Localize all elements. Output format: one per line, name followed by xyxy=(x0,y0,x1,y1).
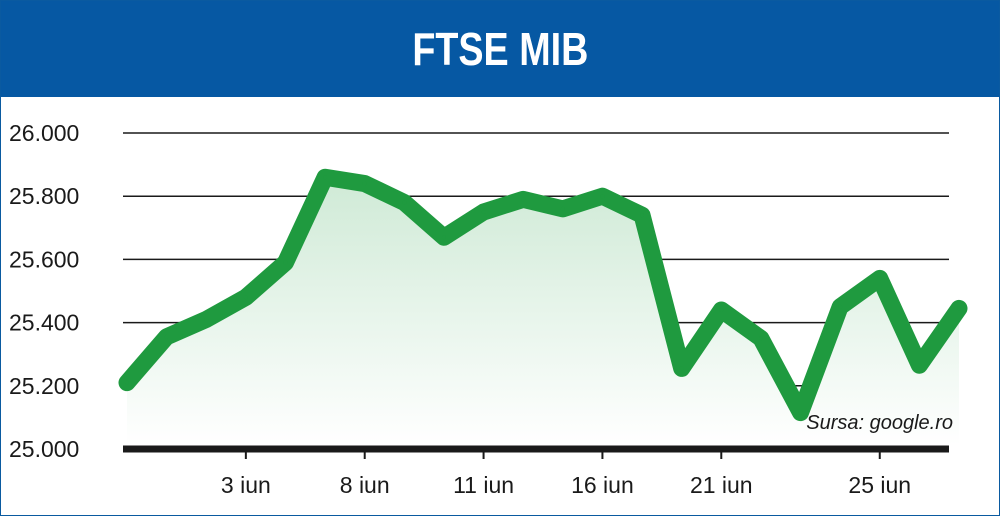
data-point xyxy=(204,317,209,322)
data-point xyxy=(758,336,763,341)
source-label: Sursa: google.ro xyxy=(806,412,953,434)
x-tick-label: 16 iun xyxy=(571,472,634,498)
data-point xyxy=(125,380,129,385)
title-bar: FTSE MIB xyxy=(1,1,999,97)
data-point xyxy=(917,363,922,368)
data-point xyxy=(600,194,605,199)
data-point xyxy=(798,410,803,415)
data-point xyxy=(323,175,328,180)
area-fill xyxy=(127,177,959,445)
x-tick-label: 11 iun xyxy=(453,472,514,498)
data-point xyxy=(283,260,288,265)
y-tick-label: 25.200 xyxy=(9,373,79,399)
x-tick-label: 25 iun xyxy=(848,472,911,498)
y-tick-label: 25.600 xyxy=(9,246,79,272)
data-point xyxy=(679,366,684,371)
data-point xyxy=(402,200,407,205)
y-tick-label: 25.000 xyxy=(9,436,79,462)
data-point xyxy=(640,213,645,218)
series-line xyxy=(118,168,968,422)
data-point xyxy=(481,210,486,214)
x-tick-label: 3 iun xyxy=(221,472,271,498)
data-point xyxy=(441,235,446,240)
data-point xyxy=(560,206,565,211)
data-point xyxy=(521,197,526,202)
data-point xyxy=(362,181,367,186)
chart-title: FTSE MIB xyxy=(411,23,589,75)
x-tick-label: 21 iun xyxy=(690,472,753,498)
x-tick-label: 8 iun xyxy=(340,472,390,498)
y-tick-label: 25.400 xyxy=(9,310,79,336)
y-tick-label: 26.000 xyxy=(9,120,79,146)
data-point xyxy=(957,306,961,311)
data-point xyxy=(164,334,169,339)
data-point xyxy=(838,304,843,309)
data-point xyxy=(877,276,882,281)
y-tick-label: 25.800 xyxy=(9,183,79,209)
line-chart: 26.000 25.800 25.600 25.400 25.200 25.000 3 iu… xyxy=(9,120,968,498)
data-point xyxy=(243,295,248,300)
data-point xyxy=(719,307,724,312)
